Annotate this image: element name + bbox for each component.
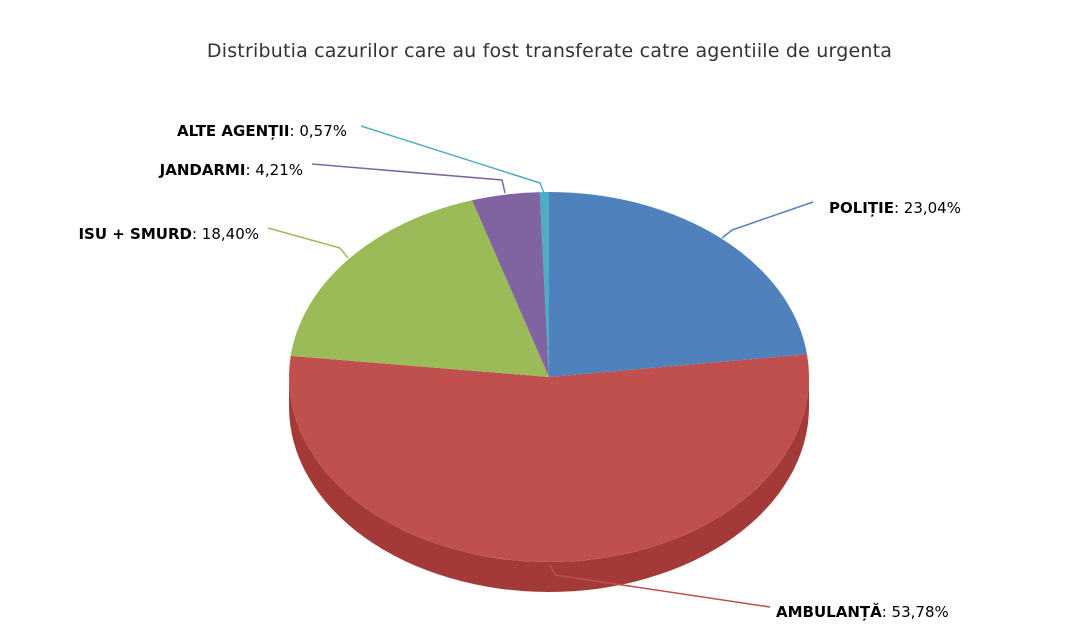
- data-label-alte-agentii: ALTE AGENȚII: 0,57%: [177, 122, 347, 140]
- pie-side-ambulanta: [289, 377, 809, 592]
- data-label-isu-smurd: ISU + SMURD: 18,40%: [78, 225, 259, 243]
- data-label-name: AMBULANȚĂ: [776, 602, 882, 621]
- data-labels: POLIȚIE: 23,04% AMBULANȚĂ: 53,78% ISU + SM…: [78, 122, 961, 621]
- data-label-value: : 4,21%: [246, 161, 303, 179]
- chart-title: Distributia cazurilor care au fost trans…: [206, 40, 893, 62]
- pie-slice-politie: [549, 192, 808, 377]
- pie-slice-alte-agentii: [539, 192, 549, 377]
- pie-slice-ambulanta: [289, 354, 810, 563]
- data-label-ambulanta: AMBULANȚĂ: 53,78%: [776, 602, 949, 621]
- pie-depth: [289, 377, 809, 592]
- data-label-name: JANDARMI: [159, 161, 246, 179]
- data-label-value: : 18,40%: [192, 225, 259, 243]
- data-label-value: : 23,04%: [894, 199, 961, 217]
- data-label-value: : 53,78%: [882, 603, 949, 621]
- pie-slices: [289, 192, 810, 563]
- data-label-politie: POLIȚIE: 23,04%: [829, 199, 961, 217]
- leader-line-isu-smurd: [267, 227, 349, 259]
- pie-slice-jandarmi: [472, 192, 549, 377]
- data-label-name: ISU + SMURD: [78, 225, 192, 243]
- data-label-jandarmi: JANDARMI: 4,21%: [159, 161, 303, 179]
- data-label-name: POLIȚIE: [829, 199, 894, 217]
- pie-slice-isu-smurd: [290, 200, 549, 377]
- leader-line-politie: [721, 201, 814, 239]
- leader-line-alte-agentii: [360, 125, 545, 194]
- leader-line-jandarmi: [311, 163, 506, 194]
- data-label-name: ALTE AGENȚII: [177, 122, 290, 140]
- data-label-value: : 0,57%: [290, 122, 347, 140]
- leader-line-ambulanta: [549, 564, 771, 608]
- leader-lines: [267, 125, 814, 608]
